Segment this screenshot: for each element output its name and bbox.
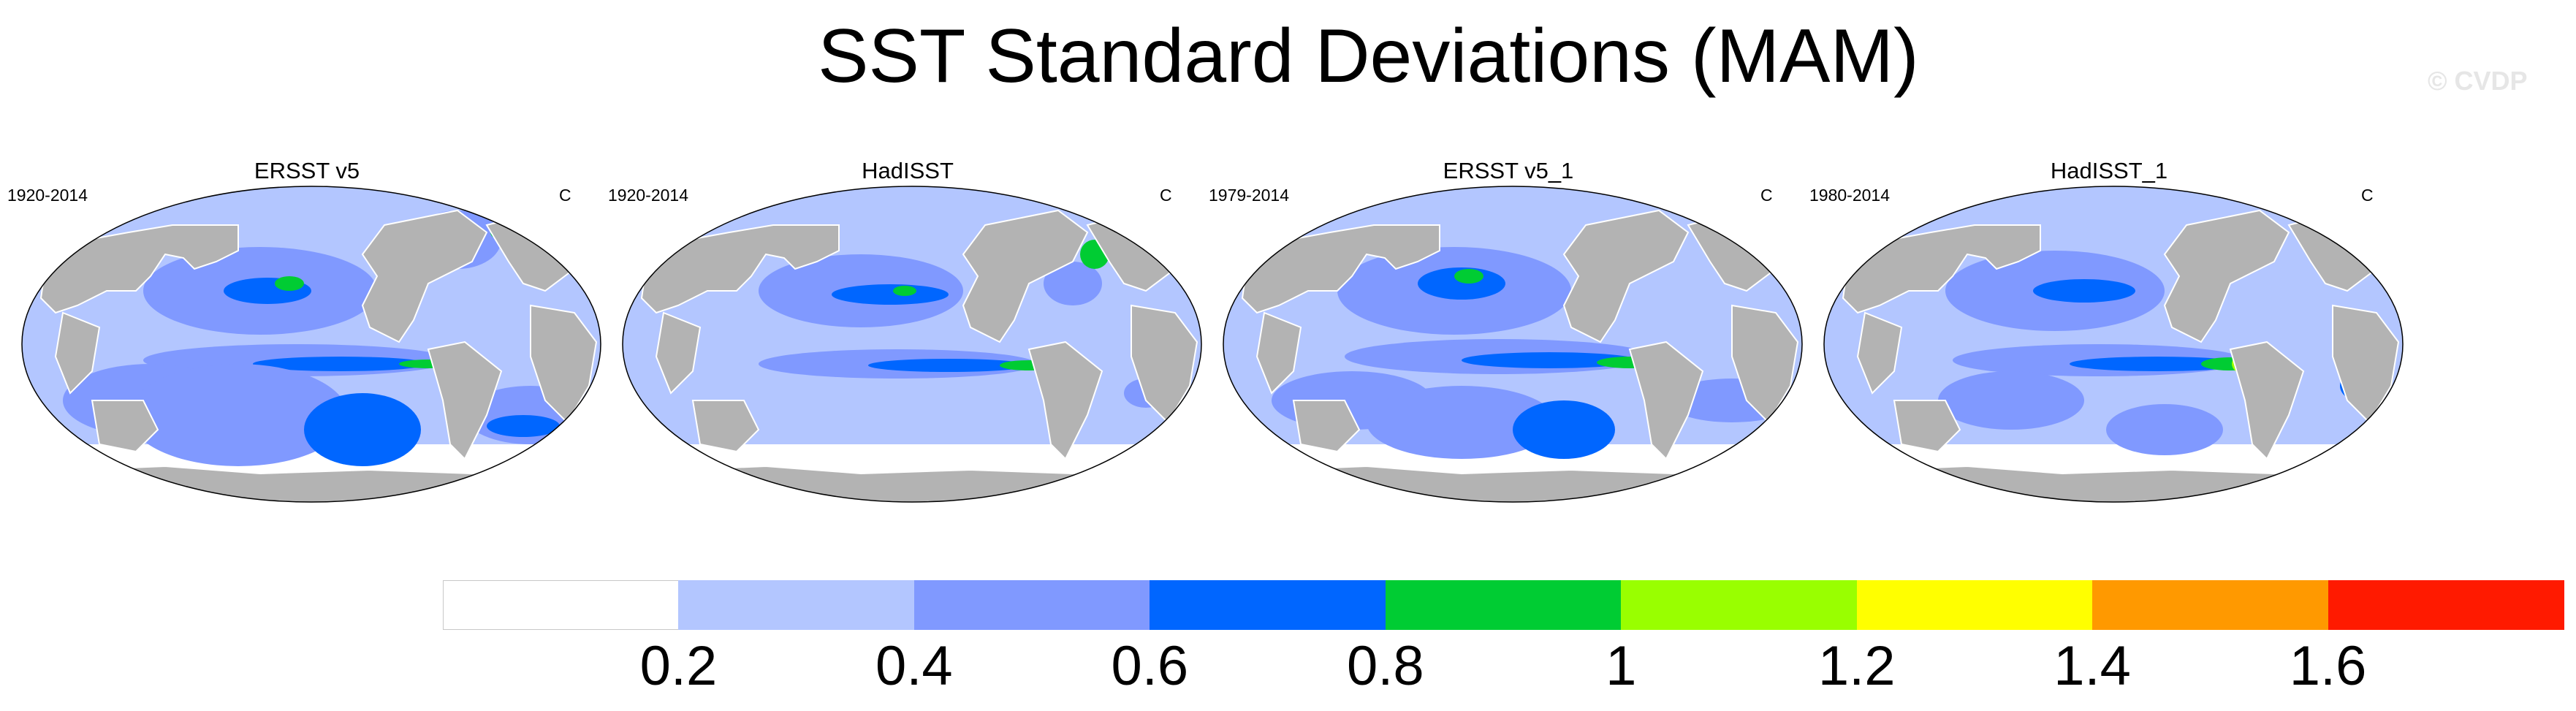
sst-contour-region <box>2070 357 2245 371</box>
sst-map <box>1823 186 2404 503</box>
land-mass <box>2163 209 2290 343</box>
colorbar-tick-label: 1.2 <box>1817 635 1896 697</box>
colorbar-box <box>2092 580 2329 630</box>
southern-ocean-low <box>623 444 1201 474</box>
panel-title: HadISST <box>862 158 954 183</box>
land-mass <box>91 400 159 453</box>
land-mass <box>691 400 760 453</box>
sst-contour-region <box>2033 279 2135 303</box>
panel-units: C <box>559 186 571 205</box>
sst-contour-region <box>275 276 304 291</box>
colorbar-box <box>2328 580 2564 630</box>
sst-contour-region <box>2106 404 2223 455</box>
sst-map <box>1223 186 1803 503</box>
sst-contour-region <box>1938 371 2084 430</box>
colorbar-box <box>678 580 915 630</box>
land-mass <box>1731 304 1799 424</box>
land-mass <box>39 224 239 314</box>
land-mass <box>2332 304 2400 424</box>
sst-contour-region <box>1454 269 1483 284</box>
land-mass <box>1027 341 1103 460</box>
sst-contour-region <box>304 393 421 466</box>
land-mass <box>1255 311 1302 395</box>
panel-period: 1920-2014 <box>7 186 88 205</box>
colorbar-box <box>1856 580 2094 630</box>
land-mass <box>640 224 840 314</box>
land-mass <box>1131 304 1198 424</box>
sst-contour-region <box>832 284 949 305</box>
map-outline <box>21 186 601 503</box>
sst-contour-region <box>1044 262 1102 305</box>
land-mass <box>1842 224 2041 314</box>
panel-title: ERSST v5_1 <box>1443 158 1574 183</box>
panel-units: C <box>2361 186 2374 205</box>
sst-contour-region <box>1367 386 1557 459</box>
map-panel: HadISST_1 1980-2014 C <box>1809 146 2409 555</box>
land-mass <box>1856 311 1903 395</box>
colorbar-box <box>443 580 680 630</box>
colorbar-tick-label: 0.2 <box>639 635 718 697</box>
land-mass <box>427 341 503 460</box>
sst-contour-region <box>129 364 348 466</box>
sst-contour-region <box>1418 267 1505 300</box>
map-outline <box>622 186 1202 503</box>
figure-title: SST Standard Deviations (MAM) <box>818 14 1919 99</box>
colorbar-tick-label: 1.4 <box>2053 635 2131 697</box>
panel-units: C <box>1160 186 1172 205</box>
sst-contour-region <box>1462 352 1637 368</box>
colorbar-tick-label: 0.6 <box>1111 635 1189 697</box>
colorbar-box <box>1385 580 1622 630</box>
land-mass <box>1241 224 1440 314</box>
map-panel: ERSST v5 1920-2014 C <box>7 146 607 555</box>
land-mass <box>655 311 702 395</box>
sst-contour-region <box>487 415 560 437</box>
sst-contour-region <box>253 357 428 371</box>
land-mass <box>54 311 101 395</box>
cvdp-watermark: © CVDP <box>2428 66 2528 96</box>
colorbar-tick-label: 0.4 <box>875 635 953 697</box>
colorbar-box <box>913 580 1151 630</box>
colorbar-tick-label: 1 <box>1606 635 1637 697</box>
land-mass <box>530 304 598 424</box>
colorbar <box>443 580 2564 630</box>
sst-map <box>622 186 1202 503</box>
map-outline <box>1223 186 1803 503</box>
panel-title: ERSST v5 <box>254 158 360 183</box>
colorbar-tick-label: 0.8 <box>1346 635 1424 697</box>
land-mass <box>962 209 1089 343</box>
colorbar-box <box>1621 580 1858 630</box>
panel-period: 1979-2014 <box>1209 186 1289 205</box>
sst-map <box>21 186 601 503</box>
panel-period: 1980-2014 <box>1809 186 1890 205</box>
land-mass <box>1893 400 1961 453</box>
land-mass <box>2229 341 2305 460</box>
land-mass <box>1292 400 1361 453</box>
colorbar-tick-label: 1.6 <box>2289 635 2367 697</box>
land-mass <box>1628 341 1704 460</box>
sst-contour-region <box>1513 400 1615 459</box>
panel-title: HadISST_1 <box>2050 158 2168 183</box>
sst-contour-region <box>868 359 1029 372</box>
sst-contour-region <box>893 286 916 296</box>
panel-period: 1920-2014 <box>608 186 688 205</box>
map-outline <box>1823 186 2404 503</box>
land-mass <box>1562 209 1690 343</box>
panel-units: C <box>1760 186 1773 205</box>
colorbar-box <box>1150 580 1386 630</box>
land-mass <box>361 209 488 343</box>
southern-ocean-low <box>1824 444 2403 474</box>
map-panel: ERSST v5_1 1979-2014 C <box>1209 146 1808 555</box>
map-panel: HadISST 1920-2014 C <box>608 146 1207 555</box>
